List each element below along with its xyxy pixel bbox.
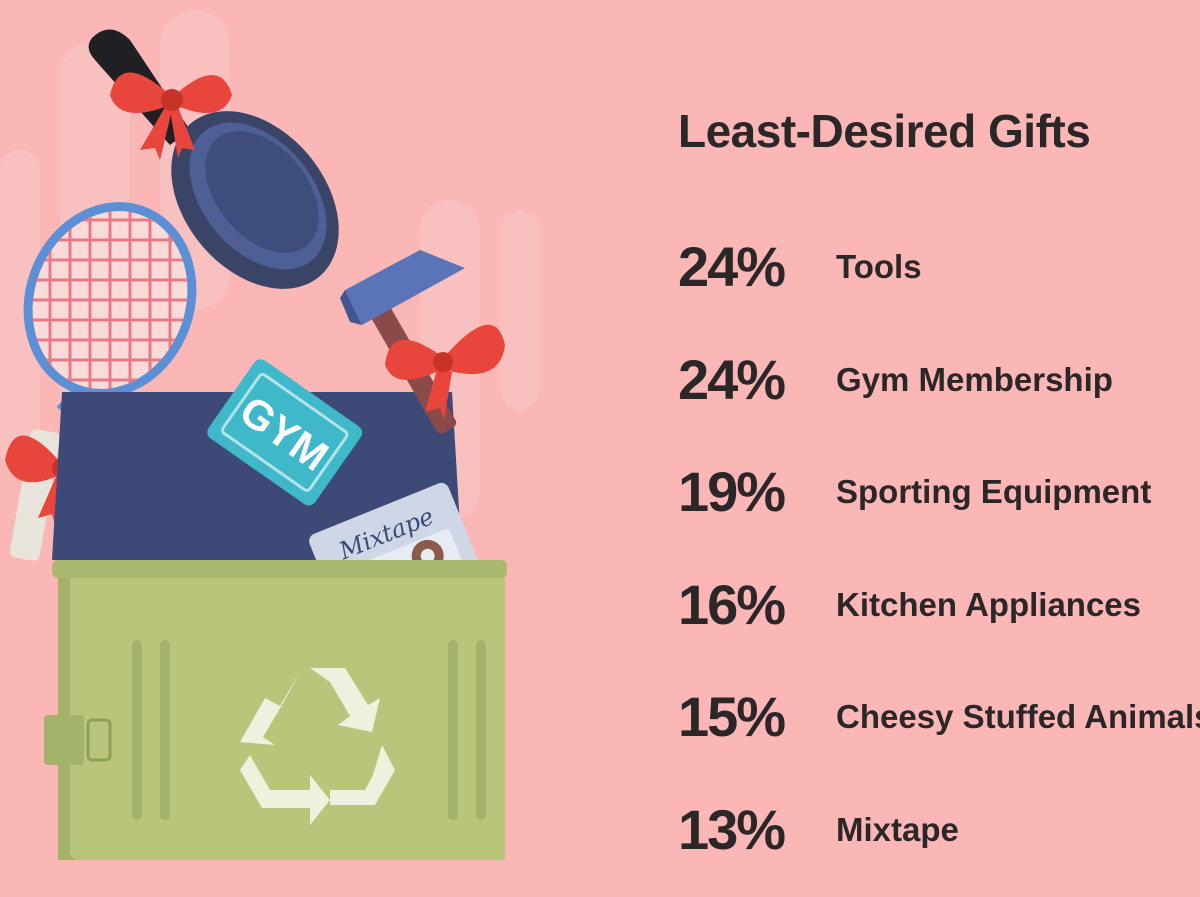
gift-percent: 24% <box>678 348 786 411</box>
recycle-bin-icon <box>44 560 507 860</box>
gift-percent: 19% <box>678 460 786 523</box>
gift-label: Sporting Equipment <box>836 473 1152 510</box>
list-item: 16% Kitchen Appliances <box>678 570 1200 640</box>
gift-label: Cheesy Stuffed Animals <box>836 698 1200 735</box>
gift-percent: 16% <box>678 573 786 636</box>
gift-label: Gym Membership <box>836 361 1113 398</box>
gift-label: Mixtape <box>836 811 959 848</box>
list-item: 24% Gym Membership <box>678 345 1200 415</box>
gift-bow-icon <box>110 72 232 160</box>
list-item: 13% Mixtape <box>678 795 1200 865</box>
gift-label: Kitchen Appliances <box>836 586 1142 623</box>
gift-bow-icon <box>385 324 505 420</box>
gift-percent: 15% <box>678 685 786 748</box>
gift-percent: 13% <box>678 798 786 861</box>
gifts-panel: Least-Desired Gifts 24% Tools 24% Gym Me… <box>678 0 1200 897</box>
page-title: Least-Desired Gifts <box>678 105 1091 157</box>
list-item: 24% Tools <box>678 232 1200 302</box>
gym-card-icon: GYM <box>207 359 363 506</box>
recycle-bin-illustration: GYM Mixtape <box>5 29 507 860</box>
gift-percent: 24% <box>678 235 786 298</box>
gift-label: Tools <box>836 248 922 285</box>
list-item: 15% Cheesy Stuffed Animals <box>678 682 1200 752</box>
list-item: 19% Sporting Equipment <box>678 457 1200 527</box>
recycle-symbol-icon <box>240 668 395 825</box>
